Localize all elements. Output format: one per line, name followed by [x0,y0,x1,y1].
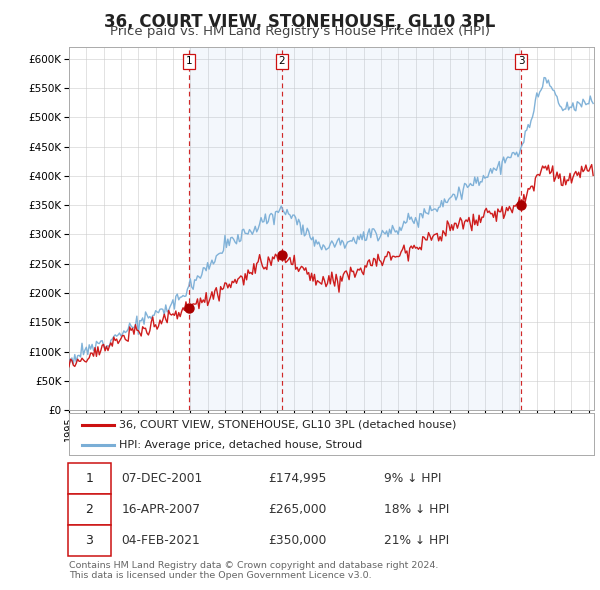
FancyBboxPatch shape [68,525,111,556]
FancyBboxPatch shape [68,494,111,525]
FancyBboxPatch shape [68,464,111,494]
Text: 1: 1 [185,56,192,66]
Text: Price paid vs. HM Land Registry's House Price Index (HPI): Price paid vs. HM Land Registry's House … [110,25,490,38]
Text: This data is licensed under the Open Government Licence v3.0.: This data is licensed under the Open Gov… [69,571,371,579]
Text: 21% ↓ HPI: 21% ↓ HPI [384,534,449,547]
Text: 18% ↓ HPI: 18% ↓ HPI [384,503,449,516]
Text: 3: 3 [518,56,524,66]
Text: 1: 1 [86,473,94,486]
Text: 3: 3 [86,534,94,547]
Text: 2: 2 [86,503,94,516]
Text: HPI: Average price, detached house, Stroud: HPI: Average price, detached house, Stro… [119,440,362,450]
Bar [189,47,282,410]
Text: 2: 2 [278,56,285,66]
Text: 9% ↓ HPI: 9% ↓ HPI [384,473,442,486]
Text: 07-DEC-2001: 07-DEC-2001 [121,473,203,486]
Text: £350,000: £350,000 [269,534,327,547]
Text: 36, COURT VIEW, STONEHOUSE, GL10 3PL: 36, COURT VIEW, STONEHOUSE, GL10 3PL [104,13,496,31]
Bar [282,47,521,410]
Text: 16-APR-2007: 16-APR-2007 [121,503,200,516]
Text: Contains HM Land Registry data © Crown copyright and database right 2024.: Contains HM Land Registry data © Crown c… [69,560,439,569]
Text: 36, COURT VIEW, STONEHOUSE, GL10 3PL (detached house): 36, COURT VIEW, STONEHOUSE, GL10 3PL (de… [119,420,456,430]
Text: £174,995: £174,995 [269,473,327,486]
Text: 04-FEB-2021: 04-FEB-2021 [121,534,200,547]
Text: £265,000: £265,000 [269,503,327,516]
